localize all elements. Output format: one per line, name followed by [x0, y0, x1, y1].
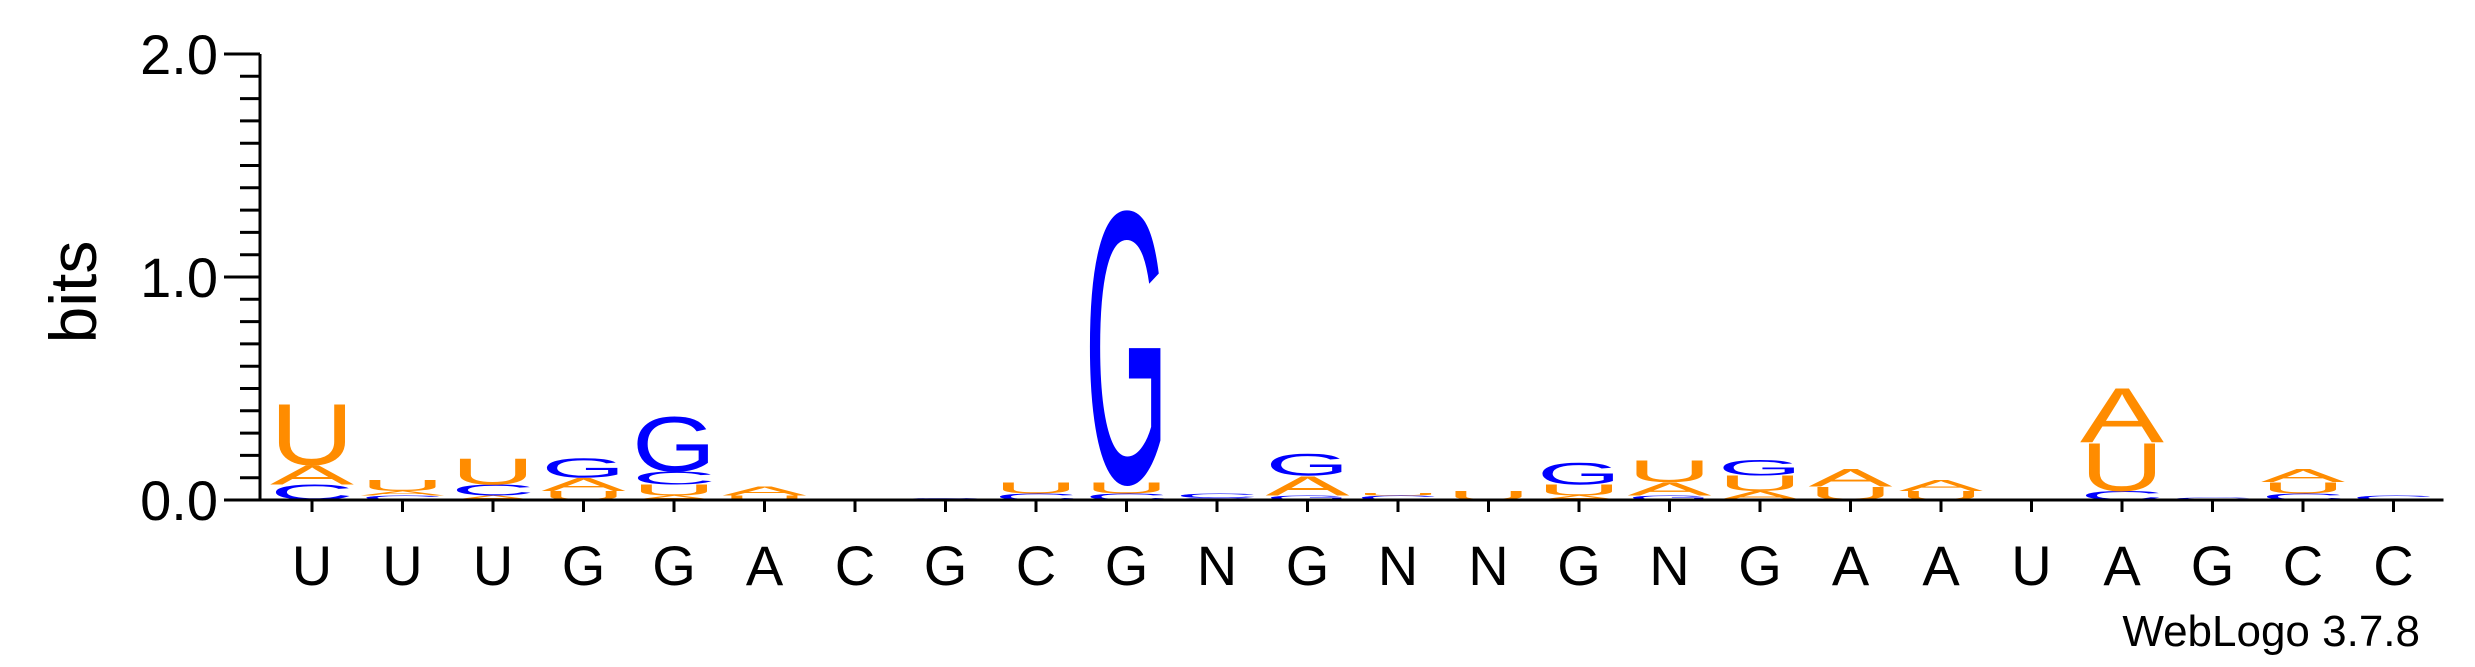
logo-letter-C: C — [1085, 492, 1169, 502]
logo-letter-A: A — [1537, 494, 1622, 501]
logo-letter-C: C — [1356, 494, 1440, 501]
y-axis-label: bits — [36, 241, 110, 344]
logo-letter-A: A — [2261, 466, 2345, 487]
logo-letter-G: G — [1628, 494, 1712, 501]
x-tick-label: C — [2283, 534, 2323, 597]
x-tick-label: U — [473, 534, 513, 597]
logo-letter-C: C — [361, 494, 445, 501]
logo-letter-U: U — [1537, 481, 1621, 498]
x-tick-label: C — [1016, 534, 1056, 597]
x-tick-label: G — [652, 534, 696, 597]
x-tick-label: N — [1197, 534, 1237, 597]
logo-letter-G: G — [1266, 494, 1350, 501]
y-axis: 0.0 1.0 2.0 — [140, 23, 262, 532]
x-tick-label: N — [1378, 534, 1418, 597]
logo-letter-U: U — [270, 385, 354, 483]
weblogo-credit: WebLogo 3.7.8 — [2122, 607, 2420, 656]
x-tick-label: N — [1649, 534, 1689, 597]
logo-letter-G: G — [632, 401, 716, 488]
logo-letter-A: A — [451, 494, 536, 501]
x-tick-label: G — [924, 534, 968, 597]
logo-letter-A: A — [1628, 479, 1712, 500]
logo-letter-U: U — [2261, 479, 2345, 496]
logo-letter-G: G — [1718, 456, 1802, 481]
logo-letter-A: A — [723, 484, 807, 498]
logo-letter-G: G — [1266, 447, 1350, 482]
logo-letter-A: A — [542, 474, 626, 495]
logo-letter-C: C — [451, 481, 535, 498]
logo-letter-A: A — [361, 490, 446, 497]
y-tick-label: 0.0 — [140, 469, 218, 532]
x-tick-label: G — [2191, 534, 2235, 597]
x-tick-label: C — [2373, 534, 2413, 597]
logo-letter-C: C — [994, 492, 1078, 502]
x-tick-label: A — [2103, 534, 2141, 597]
logo-letter-U: U — [1628, 454, 1712, 489]
x-tick-label: G — [1286, 534, 1330, 597]
x-tick-label: G — [1105, 534, 1149, 597]
logo-letter-C: C — [1175, 492, 1259, 499]
logo-letter-A: A — [1899, 477, 1983, 494]
logo-letter-G: G — [1085, 129, 1169, 565]
logo-letter-C: C — [2352, 494, 2436, 501]
x-tick-label: G — [1557, 534, 1601, 597]
logo-letter-A: A — [2080, 372, 2164, 459]
x-tick-label: U — [382, 534, 422, 597]
x-tick-label: A — [1832, 534, 1870, 597]
y-tick-label: 1.0 — [140, 246, 218, 309]
logo-letter-G: G — [1537, 456, 1621, 491]
x-tick-label: G — [562, 534, 606, 597]
x-tick-label: U — [2011, 534, 2051, 597]
logo-letter-U: U — [994, 479, 1078, 496]
logo-letter-U: U — [361, 477, 445, 494]
x-tick-label: A — [746, 534, 784, 597]
logo-letter-U: U — [1718, 471, 1802, 495]
logo-letter-A: A — [1266, 470, 1350, 501]
logo-letter-A: A — [1809, 464, 1894, 492]
logo-letter-A: A — [632, 494, 717, 501]
logo-letter-U: U — [1356, 493, 1440, 496]
logo-letter-G: G — [542, 452, 626, 483]
logo-letter-U: U — [632, 481, 716, 498]
x-tick-label: C — [835, 534, 875, 597]
logo-letter-C: C — [632, 468, 716, 489]
x-tick-label: N — [1468, 534, 1508, 597]
logo-letter-U: U — [2080, 430, 2164, 506]
logo-letter-C: C — [2261, 492, 2345, 502]
logo-letter-A: A — [270, 459, 354, 490]
x-tick-label: G — [1738, 534, 1782, 597]
x-tick-label: A — [1922, 534, 1960, 597]
y-tick-label: 2.0 — [140, 23, 218, 86]
logo-letter-U: U — [723, 494, 807, 501]
logo-letter-U: U — [1085, 479, 1169, 496]
x-tick-label: U — [292, 534, 332, 597]
logo-letter-U: U — [451, 451, 535, 493]
